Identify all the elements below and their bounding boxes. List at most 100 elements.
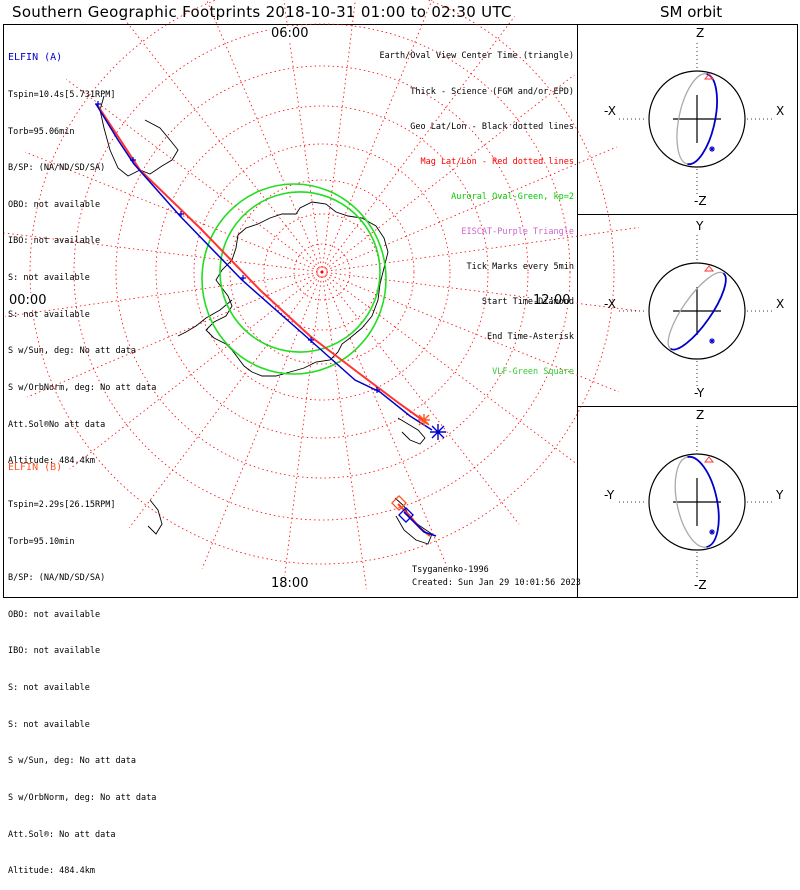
sm-orbit-back (674, 456, 707, 548)
sm-orbit-panels (619, 43, 775, 578)
legend-item: Geo Lat/Lon - Black dotted lines (410, 121, 574, 132)
elfin-a-name: ELFIN (A) (8, 52, 63, 64)
elfin-b-line: S w/Sun, deg: No att data (8, 756, 136, 767)
sm-orbit-front (687, 455, 720, 548)
sm-panel-2-bottom: -Y (694, 386, 705, 400)
legend-item: Auroral Oval-Green, kp=2 (451, 191, 574, 202)
elfin-b-line: Tspin=2.29s[26.15RPM] (8, 500, 116, 511)
elfin-a-line: S w/OrbNorm, deg: No att data (8, 382, 157, 393)
mag-lat-circle (293, 243, 351, 301)
africa-tip (397, 417, 426, 445)
legend-item: Thick - Science (FGM and/or EPD) (410, 86, 574, 97)
elfin-b-line: IBO: not available (8, 646, 101, 657)
time-label-left: 00:00 (8, 293, 48, 308)
legend-item: Mag Lat/Lon - Red dotted lines (420, 156, 574, 167)
earth-circle (648, 70, 746, 168)
mag-lon-line (283, 0, 323, 273)
mag-lon-line (201, 271, 323, 569)
elfin-b-track-2 (397, 503, 431, 537)
elfin-b-name: ELFIN (B) (8, 462, 63, 474)
track-ticks (130, 157, 380, 393)
sm-orbit-back (676, 73, 707, 165)
sm-end-asterisk (709, 529, 715, 535)
sm-triangle-marker (703, 265, 715, 272)
sm-panel-2-left: -X (604, 297, 616, 311)
mag-lat-circle (193, 143, 451, 401)
mag-lon-line (321, 271, 520, 525)
elfin-a-line: B/SP: (NA/ND/SD/SA) (8, 163, 106, 174)
elfin-a-line: S: not available (8, 273, 90, 284)
sm-panel-3-left: -Y (604, 488, 615, 502)
elfin-b-line: S: not available (8, 683, 90, 694)
mag-lat-circle (115, 65, 529, 479)
credit-created: Created: Sun Jan 29 10:01:56 2023 (412, 578, 581, 588)
sm-end-asterisk (709, 146, 715, 152)
elfin-b-line: S w/OrbNorm, deg: No att data (8, 792, 157, 803)
sm-end-asterisk (709, 338, 715, 344)
legend-item: Earth/Oval View Center Time (triangle) (379, 51, 574, 62)
auroral-oval (201, 183, 387, 375)
elfin-a-line: Tspin=10.4s[5.731RPM] (8, 90, 116, 101)
legend-item: Start Time-Diamond (481, 297, 574, 308)
elfin-a-track-2 (403, 511, 437, 537)
sm-orbit-title: SM orbit (660, 3, 723, 21)
elfin-b-line: OBO: not available (8, 609, 101, 620)
mag-lat-circle (155, 105, 489, 439)
mag-lon-line (321, 271, 578, 465)
elfin-a-line: Torb=95.06min (8, 126, 75, 137)
sm-orbit-front (687, 73, 718, 166)
mag-lon-line (25, 151, 323, 273)
mag-lon-line (321, 0, 356, 273)
sm-panel-3-right: Y (776, 488, 784, 502)
sm-panel-3-top: Z (696, 408, 705, 422)
mag-lon-line (321, 271, 448, 567)
mag-lon-line (321, 0, 433, 273)
elfin-a-line: S: not available (8, 309, 90, 320)
mag-lat-circle (229, 179, 415, 365)
time-label-right: 12:00 (532, 293, 572, 308)
elfin-a-line: S w/Sun, deg: No att data (8, 346, 136, 357)
sm-panel-3-bottom: -Z (694, 578, 707, 592)
mag-lon-line (27, 271, 323, 398)
mag-lon-line (69, 271, 323, 470)
legend-item: VLF-Green Square (492, 367, 574, 378)
end-asterisks (418, 414, 446, 440)
legend: Earth/Oval View Center Time (triangle) T… (380, 28, 574, 391)
sm-panel-2-right: X (776, 297, 785, 311)
mag-lon-line (321, 227, 639, 273)
elfin-b-line: B/SP: (NA/ND/SD/SA) (8, 573, 106, 584)
sm-triangle-marker (703, 456, 715, 463)
sm-panel-1-right: X (776, 104, 785, 118)
mag-lon-line (282, 271, 323, 590)
elfin-b-line: Att.Sol®: No att data (8, 829, 116, 840)
mag-lon-line (5, 271, 323, 317)
antarctic-peninsula (177, 299, 233, 337)
earth-circle (648, 453, 746, 551)
time-label-top: 06:00 (270, 26, 310, 41)
elfin-a-line: Att.Sol®No att data (8, 419, 106, 430)
sm-triangle-marker (703, 73, 715, 80)
elfin-a-line: Altitude: 484.4km (8, 456, 95, 467)
earth-circle (648, 262, 746, 360)
mag-lon-line (321, 146, 617, 273)
legend-item: Tick Marks every 5min (466, 262, 574, 273)
mag-lon-line (321, 271, 640, 312)
sm-panel-1-bottom: -Z (694, 194, 707, 208)
elfin-b-line: Torb=95.10min (8, 536, 75, 547)
elfin-a-line: OBO: not available (8, 199, 101, 210)
sm-panel-1-left: -X (604, 104, 616, 118)
start-marker-a (95, 101, 101, 107)
start-diamonds (391, 495, 414, 523)
elfin-a-info: ELFIN (A) Tspin=10.4s[5.731RPM] Torb=95.… (8, 28, 156, 480)
legend-item: End Time-Asterisk (487, 332, 574, 343)
mag-lon-line (124, 19, 323, 273)
mag-lon-line (4, 232, 323, 273)
mag-lon-line (321, 74, 575, 273)
elfin-a-track (95, 103, 433, 431)
elfin-a-line: IBO: not available (8, 236, 101, 247)
mag-lat-circle (29, 0, 615, 565)
elfin-b-info: ELFIN (B) Tspin=2.29s[26.15RPM] Torb=95.… (8, 438, 156, 890)
antarctica-coast (205, 201, 389, 377)
plot-canvas (3, 0, 798, 598)
mag-lon-line (129, 271, 323, 528)
